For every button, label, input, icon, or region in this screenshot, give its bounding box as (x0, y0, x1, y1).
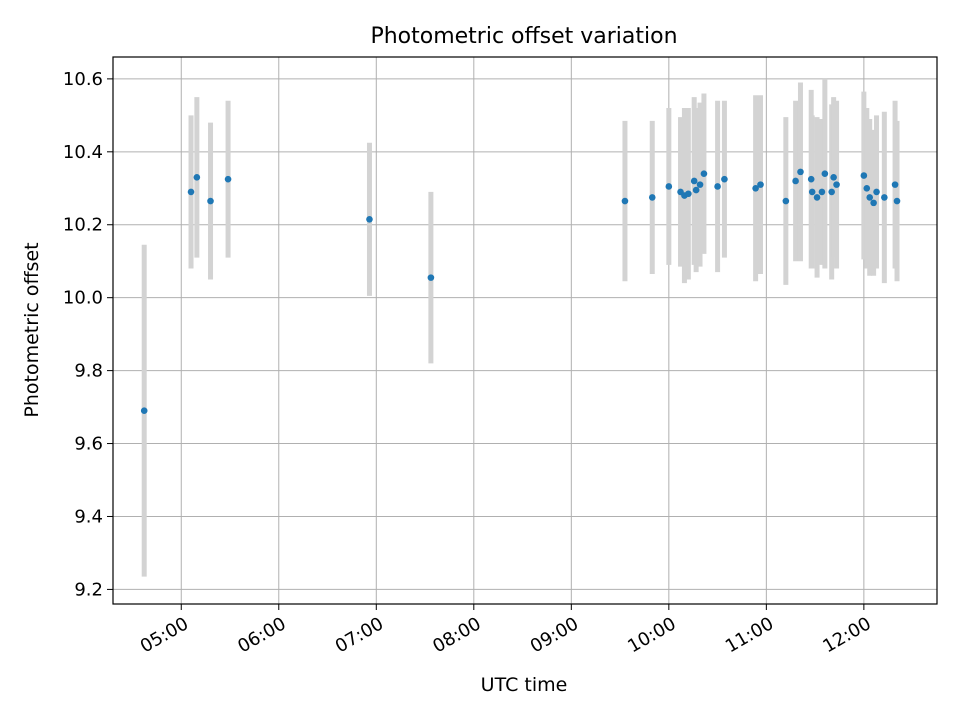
plot-frame (112, 56, 938, 605)
y-axis-label: Photometric offset (21, 242, 43, 417)
data-point (427, 274, 435, 281)
data-point (752, 184, 759, 192)
y-axis-ticks: 9.2 9.4 9.6 9.8 10.0 10.2 10.4 10.6 (63, 69, 113, 600)
y-tick-label: 9.8 (74, 361, 103, 382)
data-point (870, 199, 877, 207)
error-bars (141, 78, 900, 577)
x-tick-label: 07:00 (332, 613, 387, 657)
x-tick-label: 12:00 (819, 613, 874, 657)
data-point (207, 197, 214, 205)
data-point (366, 215, 373, 223)
data-point (891, 181, 899, 188)
x-tick-label: 08:00 (429, 613, 484, 657)
data-point (714, 183, 721, 190)
data-point (833, 181, 840, 188)
data-point (813, 194, 821, 201)
data-point (700, 170, 708, 177)
data-points (140, 168, 901, 415)
y-tick-label: 10.6 (63, 69, 103, 90)
data-point (696, 181, 704, 188)
data-point (140, 407, 148, 415)
x-tick-label: 06:00 (234, 613, 289, 657)
data-point (187, 188, 195, 196)
data-point (224, 175, 232, 183)
y-tick-label: 10.0 (63, 288, 103, 309)
x-tick-label: 09:00 (527, 613, 582, 657)
data-point (881, 194, 888, 201)
data-point (665, 183, 673, 190)
data-point (792, 177, 799, 185)
data-point (821, 170, 829, 177)
data-point (863, 184, 871, 192)
x-tick-label: 10:00 (624, 613, 679, 657)
data-point (685, 190, 692, 198)
data-point (797, 168, 804, 176)
x-tick-label: 11:00 (722, 613, 777, 657)
data-point (830, 174, 837, 181)
data-point (808, 188, 816, 196)
data-point (873, 188, 880, 196)
data-point (690, 177, 698, 185)
x-axis-label: UTC time (481, 674, 568, 696)
data-point (648, 194, 656, 201)
data-point (621, 197, 629, 205)
data-point (193, 174, 201, 181)
data-point (807, 175, 815, 183)
data-point (828, 188, 835, 196)
data-point (893, 197, 901, 205)
data-point (721, 175, 728, 183)
data-point (782, 197, 790, 205)
data-point (818, 188, 826, 196)
data-point (860, 172, 868, 179)
y-tick-label: 9.2 (74, 579, 103, 600)
data-point (757, 181, 764, 188)
x-axis-ticks: 05:00 06:00 07:00 08:00 09:00 10:00 11:00 12:00 (137, 604, 875, 657)
y-tick-label: 9.6 (74, 434, 103, 455)
x-tick-label: 05:00 (137, 613, 192, 657)
data-point (692, 186, 700, 194)
y-tick-label: 9.4 (74, 506, 103, 527)
chart-title: Photometric offset variation (370, 24, 677, 49)
y-tick-label: 10.2 (63, 215, 103, 236)
data-point (866, 194, 874, 201)
y-tick-label: 10.4 (63, 142, 103, 163)
